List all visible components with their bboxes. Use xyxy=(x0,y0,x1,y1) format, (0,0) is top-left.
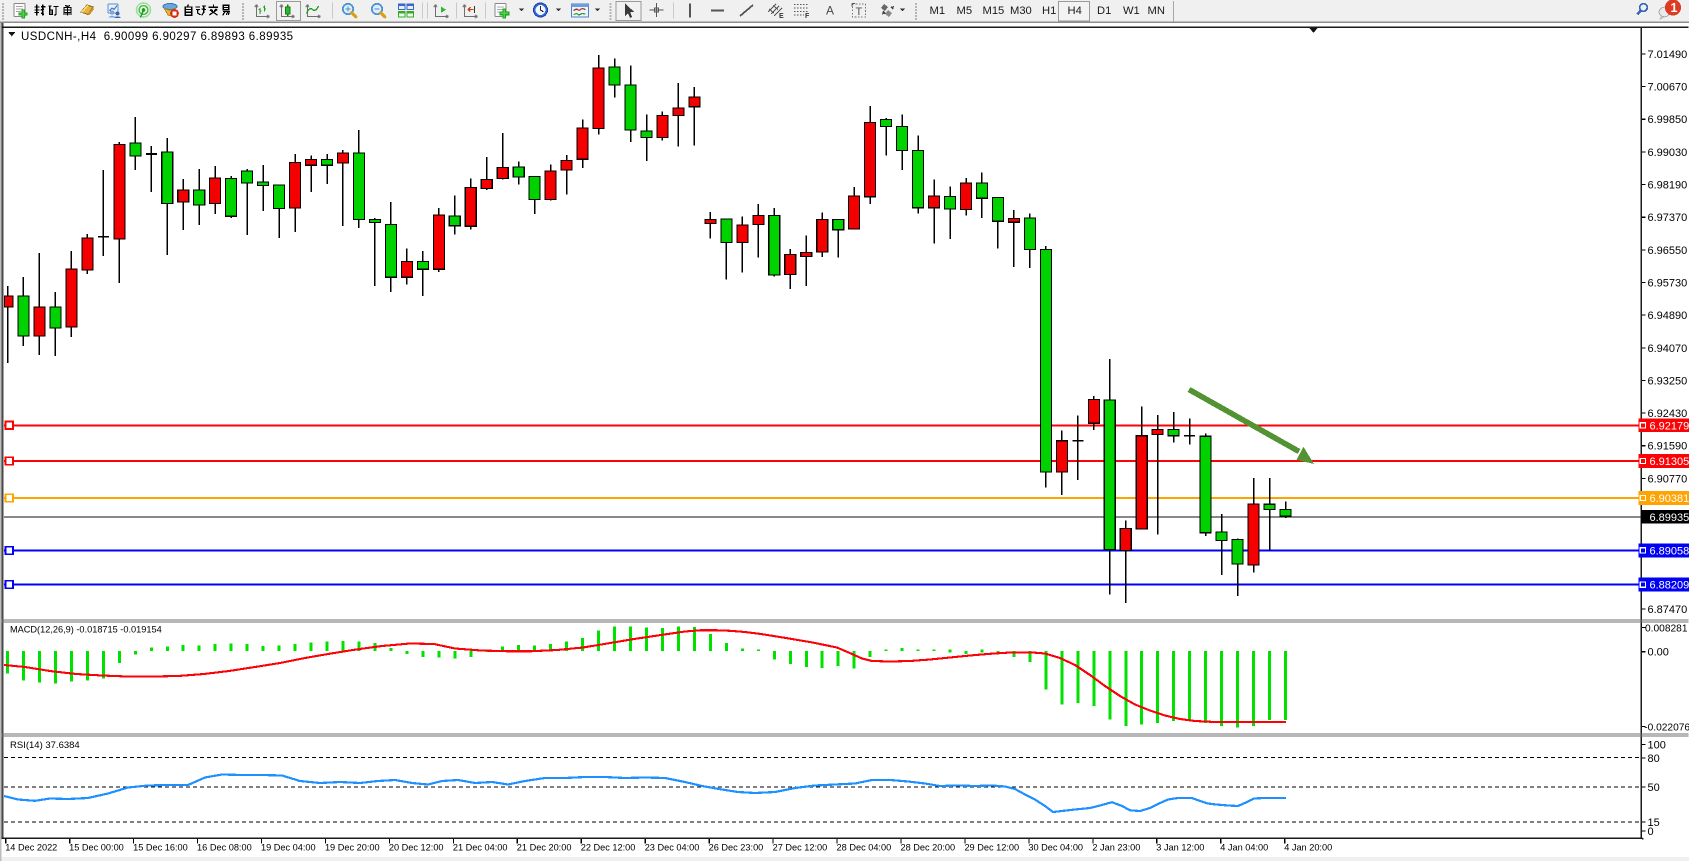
svg-text:16 Dec 08:00: 16 Dec 08:00 xyxy=(197,843,252,853)
svg-text:50: 50 xyxy=(1648,782,1660,794)
svg-text:6.93250: 6.93250 xyxy=(1648,375,1688,387)
svg-text:7.00670: 7.00670 xyxy=(1648,82,1688,94)
svg-text:27 Dec 12:00: 27 Dec 12:00 xyxy=(773,843,828,853)
svg-text:MN: MN xyxy=(1148,5,1165,17)
svg-text:28 Dec 04:00: 28 Dec 04:00 xyxy=(837,843,892,853)
svg-text:4 Jan 20:00: 4 Jan 20:00 xyxy=(1284,843,1332,853)
svg-text:19 Dec 20:00: 19 Dec 20:00 xyxy=(325,843,380,853)
svg-text:T: T xyxy=(856,6,863,18)
svg-text:H4: H4 xyxy=(1068,5,1082,17)
svg-text:28 Dec 20:00: 28 Dec 20:00 xyxy=(901,843,956,853)
svg-text:6.91305: 6.91305 xyxy=(1650,456,1689,468)
svg-text:0: 0 xyxy=(1648,826,1654,838)
svg-text:F: F xyxy=(805,13,810,20)
svg-text:M1: M1 xyxy=(930,5,946,17)
svg-text:29 Dec 12:00: 29 Dec 12:00 xyxy=(964,843,1019,853)
svg-text:6.91590: 6.91590 xyxy=(1648,441,1688,453)
svg-text:6.98190: 6.98190 xyxy=(1648,180,1688,192)
svg-text:3 Jan 12:00: 3 Jan 12:00 xyxy=(1156,843,1204,853)
svg-text:15: 15 xyxy=(1648,817,1660,829)
svg-text:22 Dec 12:00: 22 Dec 12:00 xyxy=(581,843,636,853)
svg-text:E: E xyxy=(779,13,784,20)
svg-text:1: 1 xyxy=(1671,1,1678,15)
svg-text:RSI(14) 37.6384: RSI(14) 37.6384 xyxy=(10,740,80,751)
svg-text:6.99030: 6.99030 xyxy=(1648,147,1688,159)
svg-text:MACD(12,26,9) -0.018715 -0.019: MACD(12,26,9) -0.018715 -0.019154 xyxy=(10,625,162,635)
svg-text:26 Dec 23:00: 26 Dec 23:00 xyxy=(709,843,764,853)
svg-text:6.95730: 6.95730 xyxy=(1648,278,1688,290)
svg-text:M15: M15 xyxy=(983,5,1005,17)
svg-text:0.00: 0.00 xyxy=(1648,647,1669,659)
svg-text:D1: D1 xyxy=(1097,5,1111,17)
svg-text:6.89058: 6.89058 xyxy=(1650,545,1689,557)
svg-text:6.88209: 6.88209 xyxy=(1650,580,1689,592)
svg-text:H1: H1 xyxy=(1042,5,1056,17)
svg-text:USDCNH-,H4 6.90099 6.90297 6.: USDCNH-,H4 6.90099 6.90297 6.89893 6.899… xyxy=(21,31,294,43)
svg-text:100: 100 xyxy=(1648,740,1666,752)
svg-text:15 Dec 16:00: 15 Dec 16:00 xyxy=(133,843,188,853)
svg-text:A: A xyxy=(826,4,834,18)
svg-text:23 Dec 04:00: 23 Dec 04:00 xyxy=(645,843,700,853)
svg-text:-0.022076: -0.022076 xyxy=(1644,723,1689,734)
svg-text:19 Dec 04:00: 19 Dec 04:00 xyxy=(261,843,316,853)
svg-text:6.97370: 6.97370 xyxy=(1648,212,1688,224)
svg-text:21 Dec 20:00: 21 Dec 20:00 xyxy=(517,843,572,853)
svg-text:6.92430: 6.92430 xyxy=(1648,408,1688,420)
svg-text:6.96550: 6.96550 xyxy=(1648,245,1688,257)
svg-text:30 Dec 04:00: 30 Dec 04:00 xyxy=(1028,843,1083,853)
svg-text:6.94890: 6.94890 xyxy=(1648,310,1688,322)
svg-text:W1: W1 xyxy=(1123,5,1140,17)
svg-text:4 Jan 04:00: 4 Jan 04:00 xyxy=(1220,843,1268,853)
svg-text:80: 80 xyxy=(1648,753,1660,765)
svg-text:14 Dec 2022: 14 Dec 2022 xyxy=(5,843,57,853)
svg-text:6.92179: 6.92179 xyxy=(1650,420,1689,432)
svg-text:21 Dec 04:00: 21 Dec 04:00 xyxy=(453,843,508,853)
svg-text:6.89935: 6.89935 xyxy=(1650,512,1689,524)
svg-text:7.01490: 7.01490 xyxy=(1648,49,1688,61)
svg-text:6.87470: 6.87470 xyxy=(1648,604,1688,616)
svg-text:6.94070: 6.94070 xyxy=(1648,343,1688,355)
svg-text:0.008281: 0.008281 xyxy=(1645,624,1688,635)
svg-text:M5: M5 xyxy=(957,5,973,17)
svg-text:M30: M30 xyxy=(1010,5,1032,17)
svg-text:20 Dec 12:00: 20 Dec 12:00 xyxy=(389,843,444,853)
svg-text:6.99850: 6.99850 xyxy=(1648,114,1688,126)
svg-text:2 Jan 23:00: 2 Jan 23:00 xyxy=(1092,843,1140,853)
svg-text:15 Dec 00:00: 15 Dec 00:00 xyxy=(69,843,124,853)
svg-text:6.90770: 6.90770 xyxy=(1648,473,1688,485)
svg-text:6.90381: 6.90381 xyxy=(1650,493,1689,505)
